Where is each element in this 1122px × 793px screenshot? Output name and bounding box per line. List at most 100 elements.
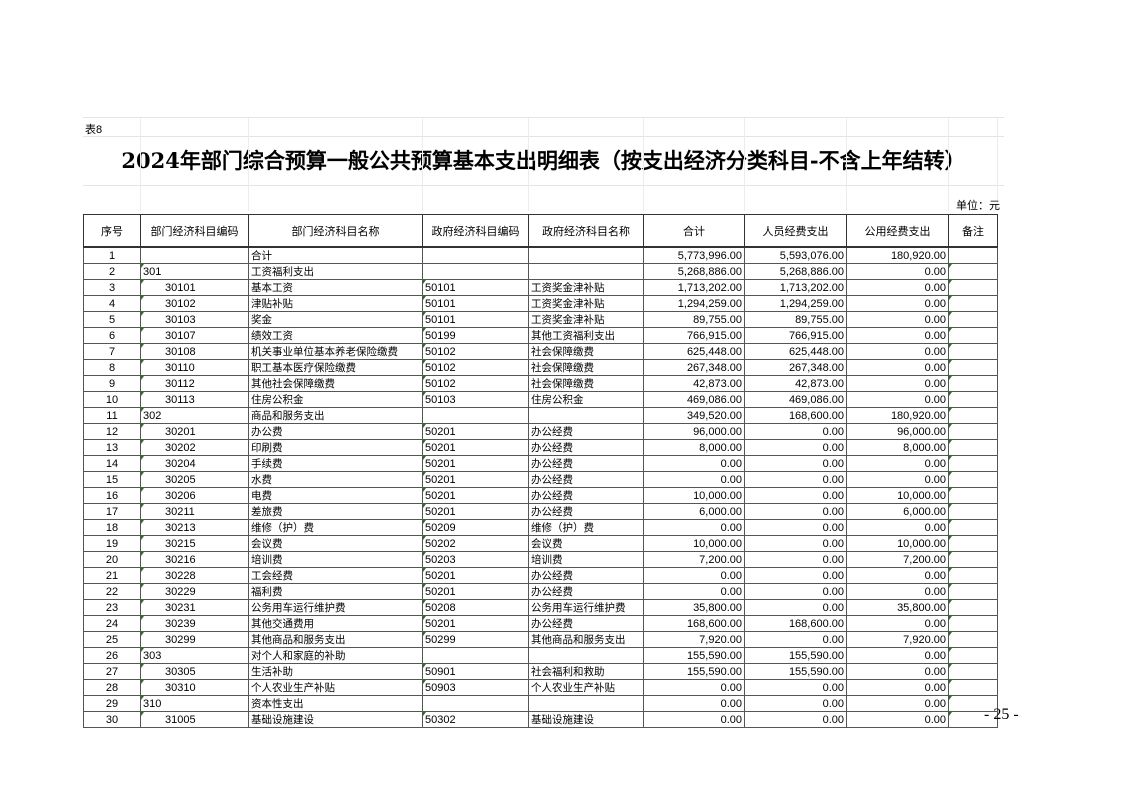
cell-total: 5,268,886.00 bbox=[643, 263, 745, 280]
cell-total: 1,713,202.00 bbox=[643, 279, 745, 296]
cell-dept-name: 工会经费 bbox=[248, 567, 423, 584]
cell-gov-code bbox=[422, 695, 529, 712]
cell-dept-code: 310 bbox=[140, 695, 249, 712]
table-row: 18 30213 维修（护）费 50209 维修（护）费 0.00 0.00 0.00 bbox=[83, 519, 998, 536]
cell-total: 0.00 bbox=[643, 583, 745, 600]
cell-public: 96,000.00 bbox=[846, 423, 949, 440]
cell-dept-code: 30228 bbox=[140, 567, 249, 584]
cell-gov-code: 50199 bbox=[422, 327, 529, 344]
cell-dept-name: 培训费 bbox=[248, 551, 423, 568]
cell-index: 8 bbox=[83, 359, 141, 376]
cell-dept-name: 奖金 bbox=[248, 311, 423, 328]
cell-gov-name: 工资奖金津补贴 bbox=[528, 279, 644, 296]
cell-personnel: 5,268,886.00 bbox=[744, 263, 847, 280]
cell-personnel: 0.00 bbox=[744, 471, 847, 488]
cell-gov-name: 其他商品和服务支出 bbox=[528, 631, 644, 648]
table-row: 21 30228 工会经费 50201 办公经费 0.00 0.00 0.00 bbox=[83, 567, 998, 584]
header-col-gov-code: 政府经济科目编码 bbox=[422, 214, 529, 248]
cell-gov-name: 其他工资福利支出 bbox=[528, 327, 644, 344]
cell-dept-code: 30110 bbox=[140, 359, 249, 376]
cell-index: 5 bbox=[83, 311, 141, 328]
cell-remarks bbox=[948, 487, 998, 504]
cell-public: 35,800.00 bbox=[846, 599, 949, 616]
cell-public: 10,000.00 bbox=[846, 535, 949, 552]
table-row: 2 301 工资福利支出 5,268,886.00 5,268,886.00 0.00 bbox=[83, 263, 998, 280]
table-row: 14 30204 手续费 50201 办公经费 0.00 0.00 0.00 bbox=[83, 455, 998, 472]
cell-personnel: 0.00 bbox=[744, 487, 847, 504]
cell-public: 0.00 bbox=[846, 391, 949, 408]
cell-dept-code: 30305 bbox=[140, 663, 249, 680]
budget-sheet: 表8 2024年部门综合预算一般公共预算基本支出明细表（按支出经济分类科目-不含… bbox=[83, 117, 1004, 728]
table-row: 17 30211 差旅费 50201 办公经费 6,000.00 0.00 6,000.00 bbox=[83, 503, 998, 520]
cell-gov-name: 个人农业生产补贴 bbox=[528, 679, 644, 696]
cell-dept-code: 30239 bbox=[140, 615, 249, 632]
table-row: 28 30310 个人农业生产补贴 50903 个人农业生产补贴 0.00 0.00 0.00 bbox=[83, 679, 998, 696]
cell-personnel: 0.00 bbox=[744, 567, 847, 584]
cell-total: 0.00 bbox=[643, 455, 745, 472]
cell-public: 0.00 bbox=[846, 359, 949, 376]
cell-gov-code: 50101 bbox=[422, 295, 529, 312]
cell-gov-code: 50201 bbox=[422, 487, 529, 504]
cell-remarks bbox=[948, 246, 998, 264]
cell-public: 7,920.00 bbox=[846, 631, 949, 648]
cell-gov-name: 社会保障缴费 bbox=[528, 359, 644, 376]
cell-personnel: 5,593,076.00 bbox=[744, 246, 847, 264]
cell-dept-code: 30299 bbox=[140, 631, 249, 648]
cell-personnel: 0.00 bbox=[744, 423, 847, 440]
cell-gov-name bbox=[528, 246, 644, 264]
table-row: 30 31005 基础设施建设 50302 基础设施建设 0.00 0.00 0.00 bbox=[83, 711, 998, 728]
cell-total: 6,000.00 bbox=[643, 503, 745, 520]
cell-gov-code bbox=[422, 263, 529, 280]
cell-dept-name: 办公费 bbox=[248, 423, 423, 440]
cell-remarks bbox=[948, 551, 998, 568]
cell-remarks bbox=[948, 471, 998, 488]
cell-public: 0.00 bbox=[846, 263, 949, 280]
cell-remarks bbox=[948, 519, 998, 536]
cell-dept-code: 30231 bbox=[140, 599, 249, 616]
cell-public: 0.00 bbox=[846, 679, 949, 696]
cell-gov-code: 50201 bbox=[422, 423, 529, 440]
cell-public: 0.00 bbox=[846, 375, 949, 392]
cell-dept-code: 30211 bbox=[140, 503, 249, 520]
cell-gov-name: 办公经费 bbox=[528, 583, 644, 600]
cell-dept-name: 工资福利支出 bbox=[248, 263, 423, 280]
cell-index: 27 bbox=[83, 663, 141, 680]
cell-dept-name: 合计 bbox=[248, 246, 423, 264]
header-col-total: 合计 bbox=[643, 214, 745, 248]
cell-gov-name: 工资奖金津补贴 bbox=[528, 311, 644, 328]
cell-index: 22 bbox=[83, 583, 141, 600]
cell-dept-name: 差旅费 bbox=[248, 503, 423, 520]
cell-public: 0.00 bbox=[846, 343, 949, 360]
cell-public: 0.00 bbox=[846, 567, 949, 584]
cell-gov-name: 住房公积金 bbox=[528, 391, 644, 408]
cell-gov-code: 50299 bbox=[422, 631, 529, 648]
cell-index: 24 bbox=[83, 615, 141, 632]
cell-total: 0.00 bbox=[643, 471, 745, 488]
header-col-public: 公用经费支出 bbox=[846, 214, 949, 248]
budget-table: 序号 部门经济科目编码 部门经济科目名称 政府经济科目编码 政府经济科目名称 合计 人员经费… bbox=[83, 214, 998, 728]
cell-public: 0.00 bbox=[846, 295, 949, 312]
table-row: 10 30113 住房公积金 50103 住房公积金 469,086.00 469,086.… bbox=[83, 391, 998, 408]
cell-gov-name: 办公经费 bbox=[528, 455, 644, 472]
cell-dept-code: 30108 bbox=[140, 343, 249, 360]
cell-dept-code: 301 bbox=[140, 263, 249, 280]
cell-dept-name: 其他交通费用 bbox=[248, 615, 423, 632]
cell-index: 3 bbox=[83, 279, 141, 296]
table-row: 6 30107 绩效工资 50199 其他工资福利支出 766,915.00 766,915… bbox=[83, 327, 998, 344]
cell-personnel: 0.00 bbox=[744, 551, 847, 568]
cell-personnel: 0.00 bbox=[744, 599, 847, 616]
cell-remarks bbox=[948, 439, 998, 456]
cell-remarks bbox=[948, 279, 998, 296]
header-col-index: 序号 bbox=[83, 214, 141, 248]
cell-gov-code: 50203 bbox=[422, 551, 529, 568]
table-row: 22 30229 福利费 50201 办公经费 0.00 0.00 0.00 bbox=[83, 583, 998, 600]
table-row: 16 30206 电费 50201 办公经费 10,000.00 0.00 10,000.00 bbox=[83, 487, 998, 504]
table-row: 25 30299 其他商品和服务支出 50299 其他商品和服务支出 7,920.00 0.… bbox=[83, 631, 998, 648]
cell-total: 42,873.00 bbox=[643, 375, 745, 392]
cell-public: 0.00 bbox=[846, 311, 949, 328]
cell-dept-code: 30215 bbox=[140, 535, 249, 552]
cell-dept-name: 基本工资 bbox=[248, 279, 423, 296]
cell-personnel: 0.00 bbox=[744, 439, 847, 456]
cell-remarks bbox=[948, 503, 998, 520]
cell-index: 30 bbox=[83, 711, 141, 728]
